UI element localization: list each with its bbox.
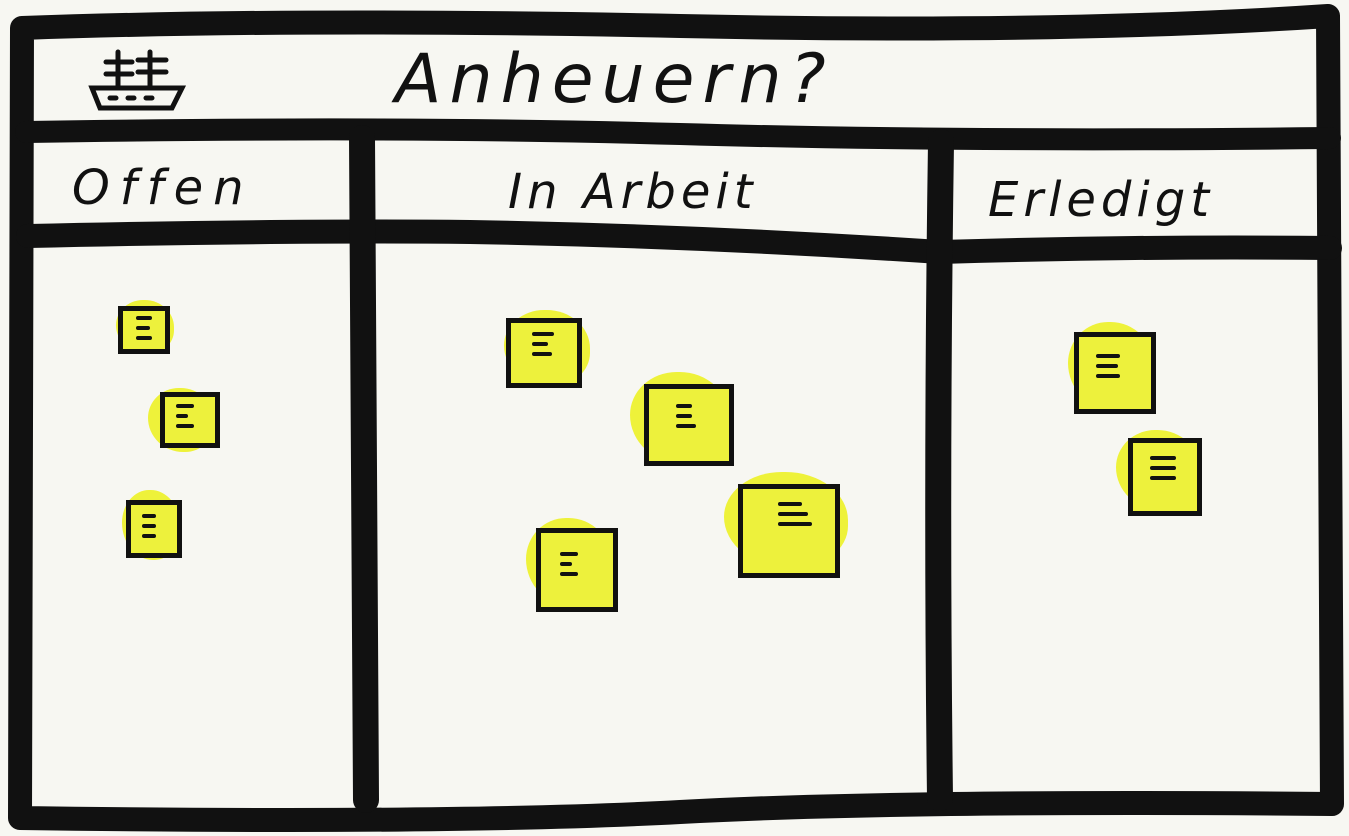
ship-icon xyxy=(88,49,187,111)
board-title: Anheuern? xyxy=(395,40,834,119)
column-header-offen: Offen xyxy=(72,160,254,216)
column-header-in-arbeit: In Arbeit xyxy=(508,164,758,220)
column-header-erledigt: Erledigt xyxy=(988,172,1215,228)
